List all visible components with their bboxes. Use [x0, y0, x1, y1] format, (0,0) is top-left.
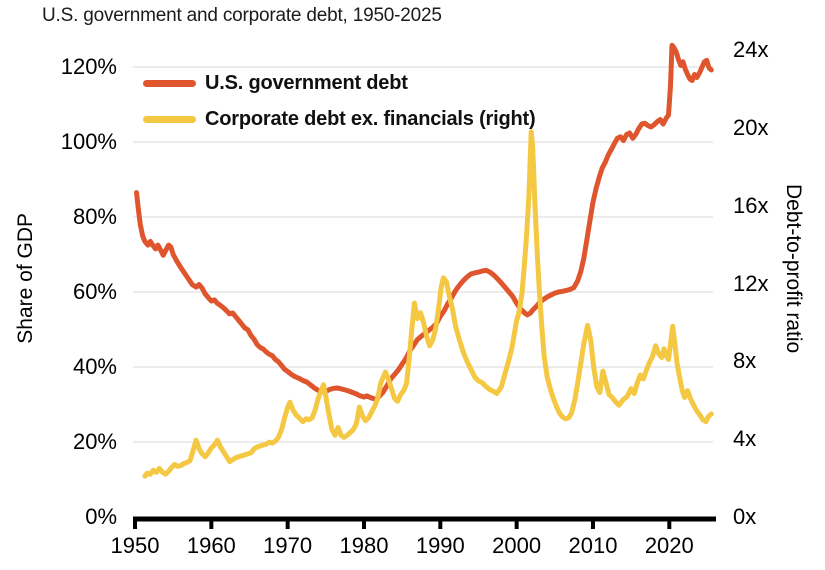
y-axis-title-right: Debt-to-profit ratio — [782, 184, 805, 354]
legend-item-government-debt: U.S. government debt — [143, 71, 535, 96]
legend-label-corporate-debt: Corporate debt ex. financials (right) — [205, 108, 536, 130]
legend-swatch-corporate-debt — [143, 116, 196, 123]
legend-label-government-debt: U.S. government debt — [205, 72, 408, 94]
chart-title: U.S. government and corporate debt, 1950… — [42, 5, 442, 26]
series-line-corporate-debt — [142, 129, 714, 479]
legend-item-corporate-debt: Corporate debt ex. financials (right) — [143, 107, 536, 132]
y-axis-title-left: Share of GDP — [14, 213, 37, 344]
legend: U.S. government debt Corporate debt ex. … — [143, 71, 536, 143]
legend-swatch-government-debt — [143, 80, 196, 87]
